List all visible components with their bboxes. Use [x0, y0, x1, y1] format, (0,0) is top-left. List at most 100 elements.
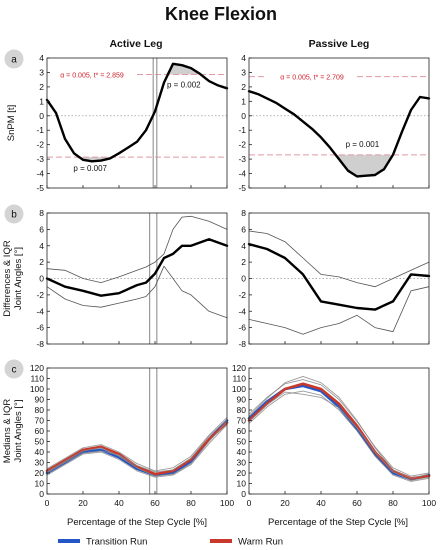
- series-line-b-passive-upper-0: [248, 230, 430, 288]
- column-title-active: Active Leg: [109, 38, 162, 50]
- panel-badge-label-b: b: [11, 210, 17, 221]
- y-tick-label-c-passive: 120: [232, 363, 246, 373]
- series-line-c-active-iqr-5: [46, 421, 228, 477]
- y-tick-label-b-passive: -6: [238, 323, 246, 333]
- series-line-b-active-lower-2: [46, 265, 228, 319]
- y-tick-label-c-active: 70: [35, 416, 45, 426]
- x-tick-label-c-active: 60: [150, 498, 160, 508]
- y-tick-label-b-passive: 0: [241, 274, 246, 284]
- legend: Transition Run Warm Run: [58, 537, 283, 548]
- p-value-label-a-passive-0: p = 0.001: [346, 140, 380, 149]
- y-tick-label-a-active: 3: [39, 67, 44, 77]
- series-line-c-passive-iqr-4: [248, 375, 430, 479]
- y-tick-label-b-active: -2: [36, 290, 44, 300]
- series-line-b-active-main-1: [45, 238, 229, 297]
- panel-badge-label-c: c: [12, 365, 17, 376]
- panel-badge-c: [4, 359, 24, 379]
- y-tick-label-c-active: 120: [30, 363, 44, 373]
- series-line-a-passive-main-0: [247, 90, 431, 178]
- chart-b-active: b Differences & IQR Joint Angles [°] -8 -6 -4…: [2, 204, 229, 349]
- y-tick-label-b-passive: -4: [238, 306, 246, 316]
- panel-badge-b: [4, 204, 24, 224]
- y-tick-label-c-active: 10: [35, 479, 45, 489]
- y-tick-label-c-active: 60: [35, 426, 45, 436]
- y-tick-label-b-active: 6: [39, 224, 44, 234]
- y-tick-label-c-passive: 110: [232, 374, 246, 384]
- y-tick-label-c-active: 100: [30, 384, 44, 394]
- y-tick-label-a-active: 1: [39, 96, 44, 106]
- y-tick-label-a-passive: 2: [241, 82, 246, 92]
- series-line-c-passive-iqr-3: [248, 390, 430, 482]
- x-axis-label-passive: Percentage of the Step Cycle [%]: [268, 517, 408, 528]
- y-tick-label-c-active: 40: [35, 447, 45, 457]
- y-axis-label-c: Joint Angles [°]: [13, 400, 24, 463]
- y-tick-label-a-passive: 4: [241, 53, 246, 63]
- y-tick-label-c-passive: 100: [232, 384, 246, 394]
- plot-frame-a-passive: [248, 57, 430, 189]
- legend-label-transition-run: Transition Run: [86, 537, 147, 548]
- x-tick-label-c-passive: 100: [422, 498, 436, 508]
- y-tick-label-c-passive: 10: [237, 479, 247, 489]
- x-axis-label-active: Percentage of the Step Cycle [%]: [67, 517, 207, 528]
- y-tick-label-b-active: -4: [36, 306, 44, 316]
- y-tick-label-c-active: 20: [35, 468, 45, 478]
- y-tick-label-b-passive: 2: [241, 257, 246, 267]
- y-tick-label-b-passive: 4: [241, 241, 246, 251]
- column-title-passive: Passive Leg: [309, 38, 370, 50]
- x-tick-label-c-active: 20: [78, 498, 88, 508]
- threshold-label-a-passive: α = 0.005, t* = 2.709: [280, 75, 344, 82]
- y-axis-label-b: Joint Angles [°]: [13, 247, 24, 310]
- y-axis-label-a: SnPM [t]: [6, 105, 17, 141]
- threshold-label-a-active: α = 0.005, t* = 2.859: [60, 72, 124, 79]
- y-tick-label-a-passive: 0: [241, 111, 246, 121]
- y-tick-label-a-active: -1: [36, 125, 44, 135]
- x-tick-label-c-active: 40: [114, 498, 124, 508]
- y-tick-label-b-passive: 8: [241, 208, 246, 218]
- p-value-label-a-active-0: p = 0.007: [73, 164, 107, 173]
- legend-label-warm-run: Warm Run: [238, 537, 283, 548]
- y-tick-label-a-active: -2: [36, 140, 44, 150]
- y-tick-label-c-passive: 90: [237, 395, 247, 405]
- y-tick-label-a-passive: -5: [238, 183, 246, 193]
- x-tick-label-c-passive: 60: [352, 498, 362, 508]
- y-tick-label-c-passive: 20: [237, 468, 247, 478]
- series-line-c-active-warm-run-1: [45, 421, 229, 476]
- y-tick-label-c-passive: 60: [237, 426, 247, 436]
- y-tick-label-b-active: -8: [36, 339, 44, 349]
- panels: a SnPM [t] p = 0.007 p = 0.002 α = 0.005, t*…: [2, 49, 437, 508]
- y-tick-label-a-passive: 1: [241, 96, 246, 106]
- plot-frame-c-active: [46, 367, 228, 495]
- y-tick-label-b-passive: -2: [238, 290, 246, 300]
- y-tick-label-c-active: 110: [30, 374, 44, 384]
- series-line-c-passive-warm-run-1: [247, 382, 431, 480]
- y-axis-label-b: Differences & IQR: [2, 240, 13, 317]
- plot-frame-b-passive: [248, 212, 430, 345]
- plot-frame-b-active: [46, 212, 228, 345]
- series-line-c-active-iqr-4: [46, 418, 228, 474]
- y-tick-label-c-passive: 80: [237, 405, 247, 415]
- x-tick-label-c-active: 0: [45, 498, 50, 508]
- y-tick-label-c-passive: 50: [237, 437, 247, 447]
- series-line-c-active-iqr-3: [46, 424, 228, 478]
- series-line-a-active-main-0: [45, 62, 229, 163]
- x-tick-label-c-passive: 80: [388, 498, 398, 508]
- y-tick-label-b-active: 2: [39, 257, 44, 267]
- y-tick-label-c-passive: 40: [237, 447, 247, 457]
- significance-cluster-a-passive-0: [333, 154, 392, 177]
- y-tick-label-a-passive: -1: [238, 125, 246, 135]
- panel-badge-label-a: a: [11, 55, 17, 66]
- y-tick-label-c-active: 50: [35, 437, 45, 447]
- series-line-c-active-iqr-2: [46, 416, 228, 472]
- y-tick-label-c-active: 30: [35, 458, 45, 468]
- series-line-b-passive-lower-2: [248, 286, 430, 335]
- y-tick-label-b-passive: 6: [241, 224, 246, 234]
- y-tick-label-c-passive: 30: [237, 458, 247, 468]
- x-tick-label-c-active: 80: [186, 498, 196, 508]
- y-tick-label-a-passive: -3: [238, 154, 246, 164]
- y-tick-label-a-passive: -2: [238, 140, 246, 150]
- series-line-b-passive-main-1: [247, 242, 431, 311]
- y-tick-label-b-active: 0: [39, 274, 44, 284]
- plot-frame-a-active: [46, 57, 228, 189]
